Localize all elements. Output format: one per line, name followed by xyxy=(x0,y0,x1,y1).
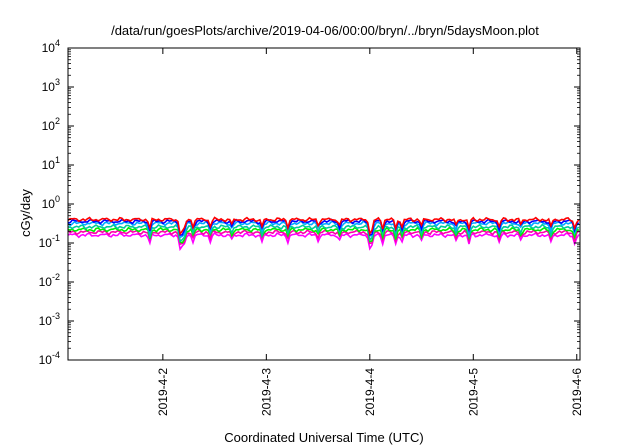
y-tick-label: 104 xyxy=(42,38,60,55)
series-line xyxy=(67,231,580,252)
plot-series xyxy=(67,216,580,252)
x-tick-label: 2019-4-4 xyxy=(363,368,377,416)
series-line xyxy=(67,226,580,244)
y-tick-label: 101 xyxy=(42,155,60,172)
series-line xyxy=(67,223,580,243)
series-line xyxy=(67,219,580,239)
y-axis: 10-4 10-3 10-2 10-1 100 101 102 103 104 xyxy=(39,38,580,367)
plot-frame xyxy=(67,47,581,361)
y-tick-label: 102 xyxy=(42,116,60,133)
y-tick-label: 10-2 xyxy=(39,272,60,289)
x-tick-label: 2019-4-6 xyxy=(570,368,584,416)
y-tick-label: 10-4 xyxy=(39,350,60,367)
y-tick-label: 100 xyxy=(42,194,60,211)
x-tick-label: 2019-4-3 xyxy=(259,368,273,416)
series-line xyxy=(67,216,580,236)
x-tick-label: 2019-4-5 xyxy=(466,368,480,416)
y-axis-label: cGy/day xyxy=(18,189,33,237)
x-axis-label: Coordinated Universal Time (UTC) xyxy=(224,430,423,445)
series-line xyxy=(67,229,580,246)
x-axis: 2019-4-2 2019-4-3 2019-4-4 2019-4-5 2019-4-6 xyxy=(156,48,584,416)
chart-title: /data/run/goesPlots/archive/2019-04-06/0… xyxy=(111,23,539,38)
y-tick-label: 10-1 xyxy=(39,233,60,250)
y-tick-label: 10-3 xyxy=(39,311,60,328)
x-tick-label: 2019-4-2 xyxy=(156,368,170,416)
y-tick-label: 103 xyxy=(42,77,60,94)
